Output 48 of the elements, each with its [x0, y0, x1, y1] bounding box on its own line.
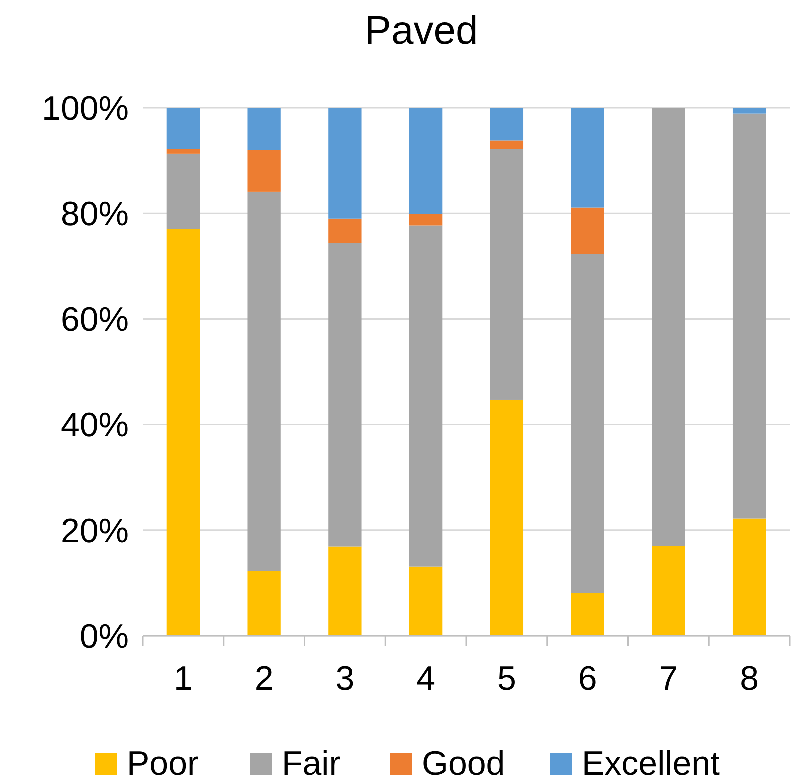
- bar: [248, 192, 281, 572]
- bar: [328, 108, 362, 219]
- bar: [409, 226, 443, 567]
- bar: [732, 518, 766, 636]
- bar: [409, 214, 443, 226]
- y-tick-label: 20%: [60, 512, 129, 550]
- chart-title: Paved: [364, 9, 478, 53]
- bar: [732, 108, 766, 114]
- bar: [166, 108, 200, 150]
- x-tick-label: 7: [659, 660, 678, 698]
- x-tick-label: 2: [254, 660, 274, 698]
- bar: [409, 566, 443, 636]
- bar: [248, 108, 281, 150]
- bar: [409, 108, 443, 214]
- bar: [732, 114, 766, 519]
- bar: [571, 593, 604, 636]
- legend-label: Poor: [127, 745, 199, 783]
- y-tick-label: 60%: [60, 301, 129, 340]
- x-tick-label: 4: [416, 660, 436, 698]
- bar: [328, 546, 362, 636]
- y-tick-label: 100%: [42, 90, 129, 128]
- bar: [166, 154, 200, 230]
- bar: [490, 140, 524, 150]
- bar: [571, 208, 604, 254]
- bar: [490, 149, 524, 400]
- bar: [166, 149, 200, 154]
- bar: [328, 243, 362, 547]
- x-tick-label: 6: [578, 660, 598, 698]
- y-tick-label: 0%: [80, 618, 129, 656]
- x-tick-label: 3: [336, 660, 355, 698]
- bar: [248, 150, 281, 192]
- bar: [166, 229, 200, 636]
- bar: [328, 218, 362, 244]
- legend-label: Fair: [282, 745, 341, 783]
- bar: [490, 400, 524, 636]
- legend-label: Excellent: [582, 745, 721, 783]
- bar: [248, 571, 281, 636]
- y-tick-label: 80%: [60, 196, 129, 234]
- x-tick-label: 8: [740, 660, 760, 698]
- bar: [652, 108, 686, 546]
- bar: [490, 108, 524, 141]
- bar: [571, 108, 604, 208]
- bar: [652, 546, 686, 636]
- x-tick-label: 1: [174, 660, 193, 698]
- x-tick-label: 5: [497, 660, 516, 698]
- bar: [571, 254, 604, 594]
- y-tick-label: 40%: [60, 406, 129, 445]
- legend-label: Good: [422, 745, 506, 783]
